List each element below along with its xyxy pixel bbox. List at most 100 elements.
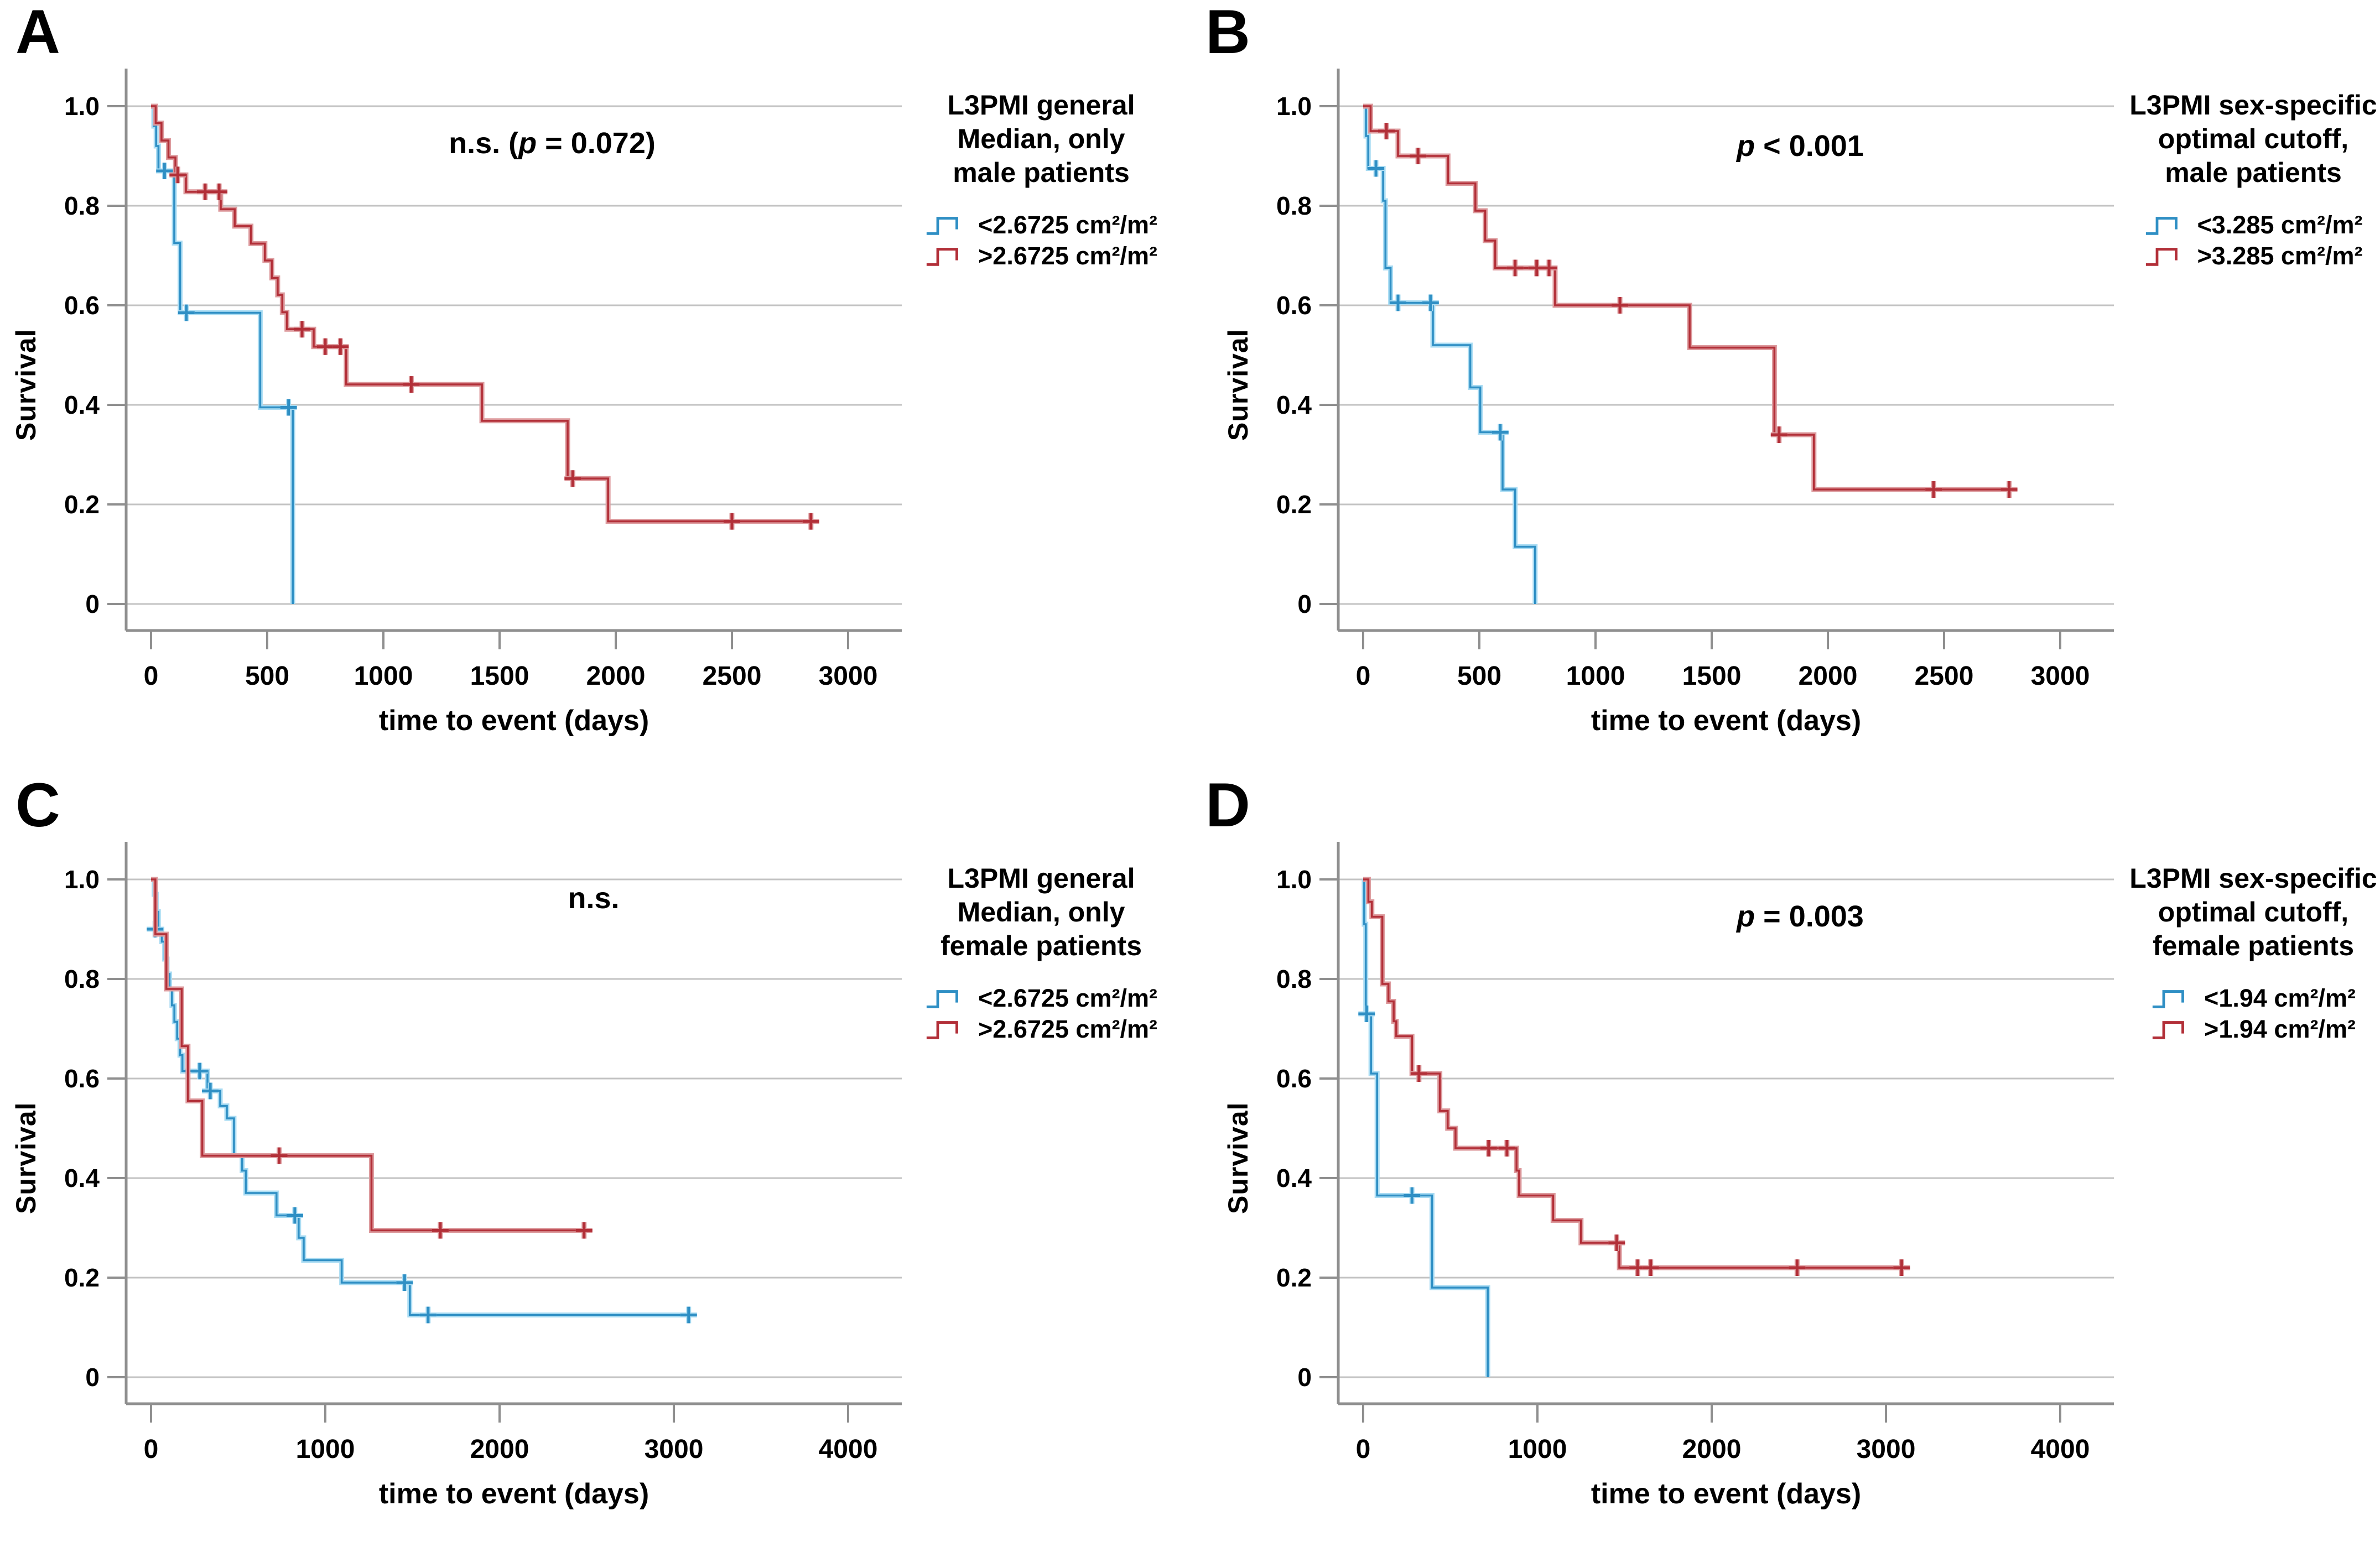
svg-text:0.2: 0.2: [64, 1263, 100, 1292]
svg-text:n.s. (p = 0.072): n.s. (p = 0.072): [449, 127, 656, 160]
legend-item-label: <2.6725 cm²/m²: [978, 984, 1157, 1012]
svg-text:3000: 3000: [1857, 1435, 1916, 1464]
panel-a-y-axis-title: Survival: [11, 329, 41, 441]
km-step-icon: [2152, 990, 2184, 1008]
panel-d-y-axis-title: Survival: [1223, 1102, 1254, 1215]
legend-item-label: <1.94 cm²/m²: [2204, 984, 2356, 1012]
legend-item-label: <3.285 cm²/m²: [2197, 211, 2363, 239]
legend-title-line: L3PMI sex-specific: [2129, 863, 2377, 894]
legend-item-label: >2.6725 cm²/m²: [978, 242, 1157, 270]
legend-title-line: female patients: [940, 930, 1142, 961]
panel-c-y-axis-title: Survival: [11, 1102, 41, 1215]
svg-text:0: 0: [85, 1363, 100, 1392]
legend-item-label: >3.285 cm²/m²: [2197, 242, 2363, 270]
svg-text:2000: 2000: [470, 1435, 529, 1464]
panel-d-legend: L3PMI sex-specific optimal cutoff, femal…: [2118, 813, 2380, 1044]
legend-item-above-cutoff: >1.94 cm²/m²: [2151, 1015, 2356, 1044]
km-step-icon: [926, 1021, 958, 1039]
svg-text:0.8: 0.8: [1276, 965, 1312, 993]
km-step-icon: [926, 248, 958, 266]
legend-title-line: male patients: [2165, 157, 2342, 188]
legend-item-below-cutoff: <2.6725 cm²/m²: [925, 211, 1157, 239]
legend-title-line: male patients: [953, 157, 1130, 188]
svg-text:4000: 4000: [2031, 1435, 2090, 1464]
svg-text:0: 0: [144, 661, 159, 691]
panel-c-legend-title: L3PMI general Median, only female patien…: [906, 862, 1176, 963]
panel-a-km-chart: 1.0 0.8 0.6 0.4 0.2 0 0 500 1000 1500 2000 2500 3000…: [64, 69, 902, 737]
panel-b: B Survival 1.0 0.8 0.6 0.4 0.2 0 0 500 1000 1500 2…: [1190, 0, 2380, 773]
svg-text:3000: 3000: [2031, 661, 2090, 691]
panel-d: D Survival 1.0 0.8 0.6 0.4 0.2 0 0 1000 2000 3000…: [1190, 773, 2380, 1547]
svg-text:4000: 4000: [819, 1435, 878, 1464]
svg-text:0.8: 0.8: [64, 191, 100, 220]
legend-title-line: L3PMI general: [947, 863, 1135, 894]
svg-text:0.6: 0.6: [64, 1064, 100, 1093]
legend-item-below-cutoff: <2.6725 cm²/m²: [925, 984, 1157, 1013]
legend-title-line: optimal cutoff,: [2158, 897, 2349, 928]
svg-text:0: 0: [1356, 1435, 1371, 1464]
legend-title-line: optimal cutoff,: [2158, 123, 2349, 154]
svg-text:time to event (days): time to event (days): [1591, 705, 1861, 737]
svg-text:1000: 1000: [1566, 661, 1625, 691]
panel-a-plot-row: Survival 1.0 0.8 0.6 0.4 0.2 0 0 500 1000 1500 200…: [9, 8, 1190, 759]
svg-text:0.8: 0.8: [64, 965, 100, 993]
svg-text:1500: 1500: [470, 661, 529, 691]
svg-text:0.4: 0.4: [1276, 1164, 1312, 1192]
svg-text:2000: 2000: [586, 661, 646, 691]
svg-text:0: 0: [1356, 661, 1371, 691]
legend-title-line: female patients: [2152, 930, 2354, 961]
panel-d-plot-row: Survival 1.0 0.8 0.6 0.4 0.2 0 0 1000 2000 3000 40…: [1221, 781, 2380, 1532]
svg-text:1500: 1500: [1682, 661, 1742, 691]
svg-text:0: 0: [1297, 590, 1312, 618]
legend-item-above-cutoff: >2.6725 cm²/m²: [925, 1015, 1157, 1044]
legend-title-line: Median, only: [957, 897, 1125, 928]
legend-item-label: <2.6725 cm²/m²: [978, 211, 1157, 239]
svg-text:1000: 1000: [296, 1435, 355, 1464]
panel-c-plot-row: Survival 1.0 0.8 0.6 0.4 0.2 0 0 1000 2000 3000 40…: [9, 781, 1190, 1532]
panel-b-legend: L3PMI sex-specific optimal cutoff, male …: [2118, 40, 2380, 270]
svg-text:0.6: 0.6: [1276, 291, 1312, 320]
panel-b-km-chart: 1.0 0.8 0.6 0.4 0.2 0 0 500 1000 1500 2000 2500 3000…: [1276, 69, 2114, 737]
panel-c-legend-items: <2.6725 cm²/m² >2.6725 cm²/m²: [906, 982, 1176, 1044]
svg-text:1000: 1000: [1508, 1435, 1567, 1464]
panel-c-label: C: [15, 770, 60, 840]
panel-c: C Survival 1.0 0.8 0.6 0.4 0.2 0 0 1000 2000 3000…: [0, 773, 1190, 1547]
svg-text:0.4: 0.4: [1276, 390, 1312, 419]
svg-text:0.2: 0.2: [1276, 1263, 1312, 1292]
svg-text:0: 0: [85, 590, 100, 618]
svg-text:500: 500: [1457, 661, 1501, 691]
svg-text:0.4: 0.4: [64, 1164, 100, 1192]
svg-text:0.2: 0.2: [1276, 490, 1312, 519]
svg-text:1000: 1000: [354, 661, 413, 691]
panel-b-legend-title: L3PMI sex-specific optimal cutoff, male …: [2118, 88, 2380, 190]
svg-text:p < 0.001: p < 0.001: [1735, 129, 1864, 163]
svg-text:1.0: 1.0: [1276, 865, 1312, 894]
panel-d-label: D: [1205, 770, 1250, 840]
svg-text:time to event (days): time to event (days): [1591, 1478, 1861, 1510]
svg-text:0.6: 0.6: [1276, 1064, 1312, 1093]
svg-text:n.s.: n.s.: [568, 882, 619, 915]
svg-text:500: 500: [245, 661, 289, 691]
legend-title-line: L3PMI general: [947, 90, 1135, 121]
panel-b-plot-row: Survival 1.0 0.8 0.6 0.4 0.2 0 0 500 1000 1500 200…: [1221, 8, 2380, 759]
panel-a-legend-items: <2.6725 cm²/m² >2.6725 cm²/m²: [906, 209, 1176, 270]
legend-item-label: >1.94 cm²/m²: [2204, 1015, 2356, 1043]
km-step-icon: [2152, 1021, 2184, 1039]
svg-text:2000: 2000: [1799, 661, 1858, 691]
panel-a: A Survival 1.0 0.8 0.6 0.4 0.2 0 0 500 1000 1500 2…: [0, 0, 1190, 773]
panel-b-legend-items: <3.285 cm²/m² >3.285 cm²/m²: [2118, 209, 2380, 270]
legend-item-below-cutoff: <3.285 cm²/m²: [2144, 211, 2363, 239]
svg-text:0.8: 0.8: [1276, 191, 1312, 220]
panel-c-km-chart: 1.0 0.8 0.6 0.4 0.2 0 0 1000 2000 3000 4000 time to…: [64, 842, 902, 1510]
legend-title-line: L3PMI sex-specific: [2129, 90, 2377, 121]
km-step-icon: [2145, 217, 2178, 235]
svg-text:3000: 3000: [819, 661, 878, 691]
svg-text:0.2: 0.2: [64, 490, 100, 519]
panel-a-legend: L3PMI general Median, only male patients…: [906, 40, 1176, 270]
legend-item-above-cutoff: >2.6725 cm²/m²: [925, 242, 1157, 270]
svg-text:0.4: 0.4: [64, 390, 100, 419]
panel-d-legend-items: <1.94 cm²/m² >1.94 cm²/m²: [2118, 982, 2380, 1044]
legend-item-above-cutoff: >3.285 cm²/m²: [2144, 242, 2363, 270]
panel-d-km-chart: 1.0 0.8 0.6 0.4 0.2 0 0 1000 2000 3000 4000 time to…: [1276, 842, 2114, 1510]
panel-c-legend: L3PMI general Median, only female patien…: [906, 813, 1176, 1044]
